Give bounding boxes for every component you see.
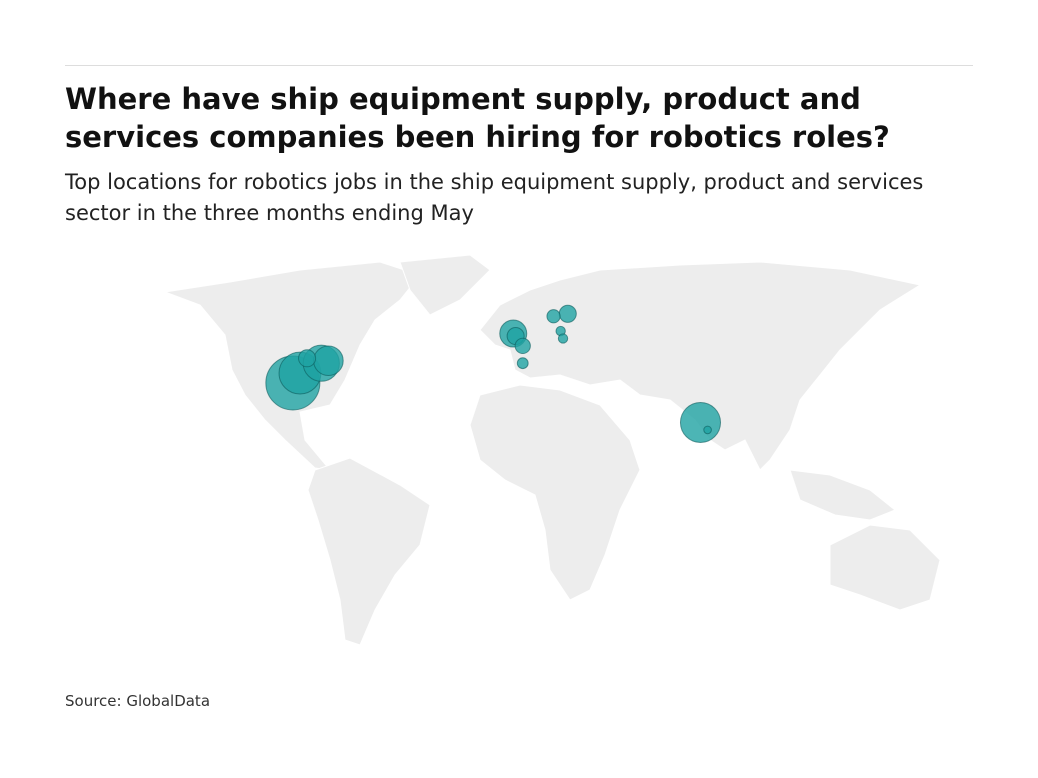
location-bubble	[514, 337, 531, 355]
location-bubble	[557, 333, 569, 344]
location-bubble	[558, 304, 577, 323]
location-bubble	[313, 345, 344, 377]
greenland	[399, 254, 491, 316]
subtitle: Top locations for robotics jobs in the s…	[65, 170, 924, 225]
bubbles	[265, 304, 722, 444]
africa	[469, 384, 641, 601]
location-bubble	[679, 401, 722, 444]
location-bubble	[546, 309, 561, 324]
australia	[829, 524, 941, 611]
location-bubble	[703, 425, 712, 435]
source: Source: GlobalData	[65, 692, 211, 710]
divider	[65, 65, 973, 66]
location-bubble	[298, 349, 317, 368]
location-bubble	[516, 357, 529, 370]
southeast-asia	[789, 469, 896, 521]
eurasia	[479, 261, 922, 471]
title: Where have ship equipment supply, produc…	[65, 82, 890, 154]
south-america	[307, 457, 431, 646]
